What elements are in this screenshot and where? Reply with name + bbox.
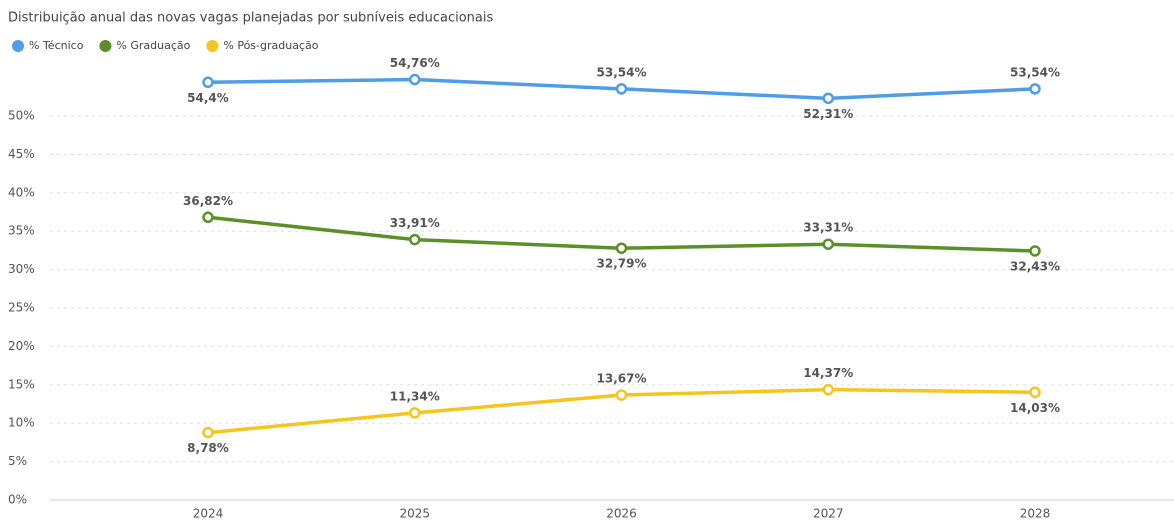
data-label: 14,03% (1010, 401, 1060, 415)
y-tick-label: 50% (8, 109, 35, 123)
data-label: 32,43% (1010, 259, 1060, 273)
data-label: 33,91% (390, 216, 440, 230)
data-point (1029, 386, 1041, 399)
x-tick-label: 2024 (193, 507, 224, 520)
legend-label: % Pós-graduação (223, 39, 318, 52)
data-label: 54,4% (187, 91, 229, 105)
y-tick-label: 40% (8, 185, 35, 199)
y-tick-label: 15% (8, 377, 35, 391)
data-label: 14,37% (803, 366, 853, 380)
data-label: 36,82% (183, 194, 233, 208)
data-label: 52,31% (803, 107, 853, 121)
data-label: 53,54% (1010, 65, 1060, 79)
data-point (615, 83, 628, 95)
data-point (409, 407, 421, 419)
data-label: 13,67% (597, 372, 647, 386)
data-label: 54,76% (390, 56, 440, 70)
data-point (615, 389, 628, 401)
legend-label: % Técnico (29, 39, 84, 52)
data-point (409, 233, 421, 246)
data-label: 33,31% (803, 221, 853, 235)
data-point (822, 92, 834, 105)
data-point (202, 76, 214, 89)
legend-marker (12, 40, 24, 52)
data-point (1029, 83, 1041, 95)
y-tick-label: 0% (8, 493, 27, 507)
data-point (202, 426, 214, 439)
data-point (822, 238, 834, 250)
legend-marker (206, 40, 219, 52)
y-tick-label: 30% (8, 262, 35, 276)
chart-title: Distribuição anual das novas vagas plane… (8, 11, 493, 26)
y-tick-label: 5% (8, 454, 27, 468)
data-label: 32,79% (597, 257, 647, 271)
y-tick-label: 10% (8, 416, 35, 430)
data-point (615, 242, 628, 254)
data-point (409, 73, 421, 86)
y-tick-label: 25% (8, 301, 35, 315)
data-point (202, 211, 214, 224)
y-tick-label: 35% (8, 224, 35, 238)
data-label: 8,78% (187, 441, 229, 455)
x-tick-label: 2027 (813, 507, 844, 520)
data-label: 11,34% (390, 389, 440, 403)
data-point (822, 383, 834, 396)
x-tick-label: 2026 (606, 507, 637, 520)
data-point (1029, 245, 1041, 257)
x-tick-label: 2025 (399, 507, 430, 520)
legend-marker (99, 40, 112, 52)
x-tick-label: 2028 (1020, 507, 1051, 520)
legend-label: % Graduação (116, 39, 190, 52)
y-tick-label: 45% (8, 147, 35, 161)
y-tick-label: 20% (8, 339, 35, 353)
data-label: 53,54% (597, 65, 647, 79)
